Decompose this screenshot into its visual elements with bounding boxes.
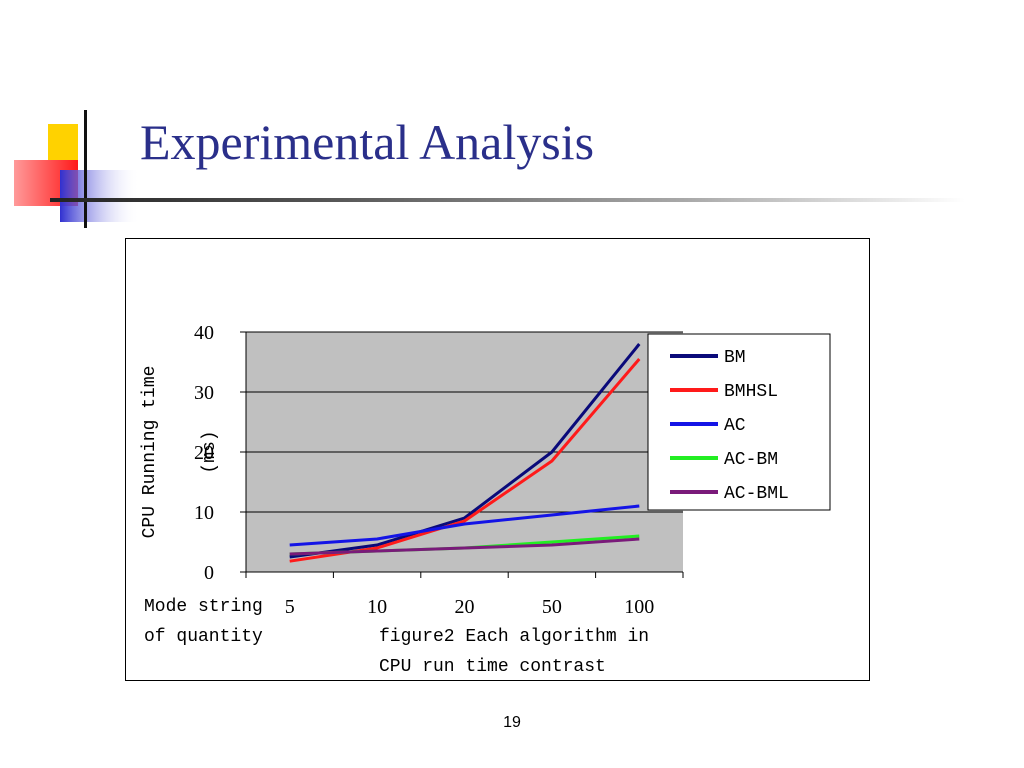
x-tick-label: 20 xyxy=(455,596,475,618)
legend-label-ac-bm: AC-BM xyxy=(724,450,778,470)
y-tick-label: 0 xyxy=(204,562,214,584)
slide-title: Experimental Analysis xyxy=(140,114,595,170)
series-line-ac-bml xyxy=(289,537,640,556)
figure-caption-line: CPU run time contrast xyxy=(379,657,606,677)
series-line-bm xyxy=(289,343,641,559)
slide-number: 19 xyxy=(503,714,521,731)
title-decoration xyxy=(14,110,140,228)
legend-label-ac-bml: AC-BML xyxy=(724,484,789,504)
y-axis-title: CPU Running time xyxy=(140,366,160,539)
deco-blue-bar xyxy=(60,170,140,222)
x-tick-label: 5 xyxy=(285,596,295,618)
y-tick-label: 20 xyxy=(194,442,214,464)
cpu-time-chart: 0 10 20 30 40 5 10 20 50 100 CPU Running time (ms) M… xyxy=(140,322,831,677)
legend-label-bm: BM xyxy=(724,348,746,368)
figure-caption-line: figure2 Each algorithm in xyxy=(379,627,649,647)
y-axis-unit: (ms) xyxy=(200,430,220,473)
y-tick-label: 10 xyxy=(194,502,214,524)
x-tick-label: 50 xyxy=(542,596,562,618)
x-tick-label: 10 xyxy=(367,596,387,618)
legend-label-ac: AC xyxy=(724,416,746,436)
y-tick-label: 40 xyxy=(194,322,214,344)
legend-label-bmhsl: BMHSL xyxy=(724,382,778,402)
chart-frame: 0 10 20 30 40 5 10 20 50 100 CPU Running time (ms) M… xyxy=(125,238,870,681)
title-underline xyxy=(50,198,965,202)
deco-yellow-square xyxy=(48,124,78,164)
x-axis-caption-line: of quantity xyxy=(144,627,263,647)
x-tick-label: 100 xyxy=(624,596,654,618)
y-tick-label: 30 xyxy=(194,382,214,404)
series-line-ac xyxy=(289,504,640,547)
deco-vertical-line xyxy=(84,110,87,228)
x-axis-caption-line: Mode string xyxy=(144,597,263,617)
